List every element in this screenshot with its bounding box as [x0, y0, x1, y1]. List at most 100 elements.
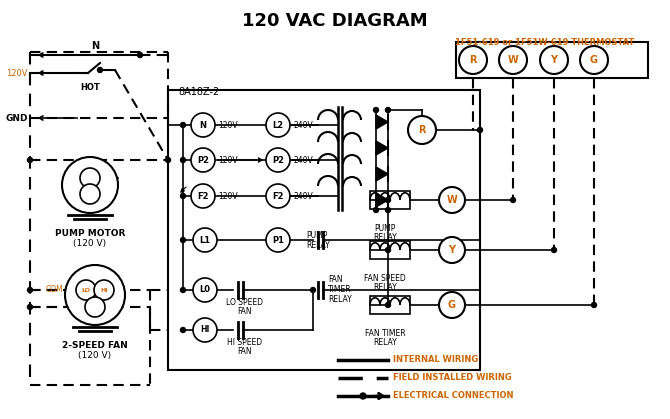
Text: ELECTRICAL CONNECTION: ELECTRICAL CONNECTION [393, 391, 513, 401]
Circle shape [478, 127, 482, 132]
Bar [370, 296, 410, 314]
Text: HI SPEED: HI SPEED [227, 338, 263, 347]
Circle shape [385, 108, 391, 112]
Circle shape [80, 168, 100, 188]
Circle shape [360, 393, 366, 399]
Text: W: W [447, 195, 458, 205]
Circle shape [439, 292, 465, 318]
Bar [168, 90, 480, 370]
Circle shape [27, 158, 33, 163]
Circle shape [551, 248, 557, 253]
Circle shape [180, 194, 186, 199]
Text: RELAY: RELAY [306, 241, 330, 249]
Bar [370, 191, 410, 209]
Circle shape [180, 238, 186, 243]
Circle shape [85, 297, 105, 317]
Circle shape [180, 287, 186, 292]
Circle shape [385, 248, 391, 253]
Circle shape [94, 280, 114, 300]
Circle shape [80, 184, 100, 204]
Text: 1F51-619 or 1F51W-619 THERMOSTAT: 1F51-619 or 1F51W-619 THERMOSTAT [456, 38, 634, 47]
Text: Y: Y [448, 245, 456, 255]
Circle shape [76, 280, 96, 300]
Circle shape [165, 158, 170, 163]
Circle shape [191, 113, 215, 137]
Circle shape [191, 184, 215, 208]
Text: 120V: 120V [218, 121, 238, 129]
Circle shape [540, 46, 568, 74]
Text: PUMP: PUMP [306, 230, 328, 240]
Text: RELAY: RELAY [373, 233, 397, 242]
Circle shape [27, 287, 33, 292]
Circle shape [439, 237, 465, 263]
Circle shape [310, 287, 316, 292]
Text: FAN: FAN [328, 276, 342, 285]
Text: HOT: HOT [80, 83, 100, 92]
Text: FIELD INSTALLED WIRING: FIELD INSTALLED WIRING [393, 373, 512, 383]
Circle shape [27, 305, 33, 310]
Text: 120V: 120V [7, 68, 28, 78]
Text: 240V: 240V [293, 191, 313, 201]
Circle shape [373, 207, 379, 212]
Circle shape [385, 197, 391, 202]
Text: PUMP MOTOR: PUMP MOTOR [55, 229, 125, 238]
Text: GND: GND [5, 114, 28, 122]
Text: PUMP: PUMP [375, 224, 396, 233]
Text: N: N [91, 41, 99, 51]
Text: N: N [200, 121, 206, 129]
Text: FAN TIMER: FAN TIMER [364, 329, 405, 338]
Polygon shape [376, 141, 388, 155]
Text: FAN SPEED: FAN SPEED [364, 274, 406, 283]
Text: HI: HI [200, 326, 210, 334]
Circle shape [193, 278, 217, 302]
Text: P2: P2 [197, 155, 209, 165]
Polygon shape [376, 115, 388, 129]
Circle shape [511, 197, 515, 202]
Text: FAN: FAN [238, 307, 253, 316]
Circle shape [62, 157, 118, 213]
Text: 2-SPEED FAN: 2-SPEED FAN [62, 341, 128, 350]
Circle shape [180, 328, 186, 333]
Circle shape [266, 148, 290, 172]
Text: LO: LO [82, 287, 90, 292]
Text: LO SPEED: LO SPEED [226, 298, 263, 307]
Circle shape [408, 116, 436, 144]
Bar [456, 42, 648, 78]
Text: 120V: 120V [218, 155, 238, 165]
Circle shape [193, 318, 217, 342]
Text: G: G [590, 55, 598, 65]
Text: R: R [418, 125, 425, 135]
Circle shape [266, 184, 290, 208]
Text: 120V: 120V [218, 191, 238, 201]
Text: Y: Y [551, 55, 557, 65]
Text: (120 V): (120 V) [74, 239, 107, 248]
Circle shape [180, 122, 186, 127]
Text: (120 V): (120 V) [78, 351, 112, 360]
Text: INTERNAL WIRING: INTERNAL WIRING [393, 355, 478, 365]
Text: COM: COM [46, 285, 63, 295]
Text: 8A18Z-2: 8A18Z-2 [178, 87, 219, 97]
Polygon shape [376, 193, 388, 207]
Text: P2: P2 [272, 155, 284, 165]
Text: TIMER: TIMER [328, 285, 352, 295]
Circle shape [385, 207, 391, 212]
Circle shape [266, 228, 290, 252]
Circle shape [191, 148, 215, 172]
Bar [370, 241, 410, 259]
Circle shape [580, 46, 608, 74]
Text: F2: F2 [272, 191, 284, 201]
Circle shape [266, 113, 290, 137]
Circle shape [592, 303, 596, 308]
Text: RELAY: RELAY [373, 338, 397, 347]
Text: HI: HI [100, 287, 108, 292]
Text: 240V: 240V [293, 121, 313, 129]
Polygon shape [376, 167, 388, 181]
Circle shape [193, 228, 217, 252]
Circle shape [439, 187, 465, 213]
Circle shape [180, 158, 186, 163]
Circle shape [499, 46, 527, 74]
Circle shape [98, 67, 103, 72]
Text: L0: L0 [200, 285, 210, 295]
Text: 240V: 240V [293, 155, 313, 165]
Circle shape [65, 265, 125, 325]
